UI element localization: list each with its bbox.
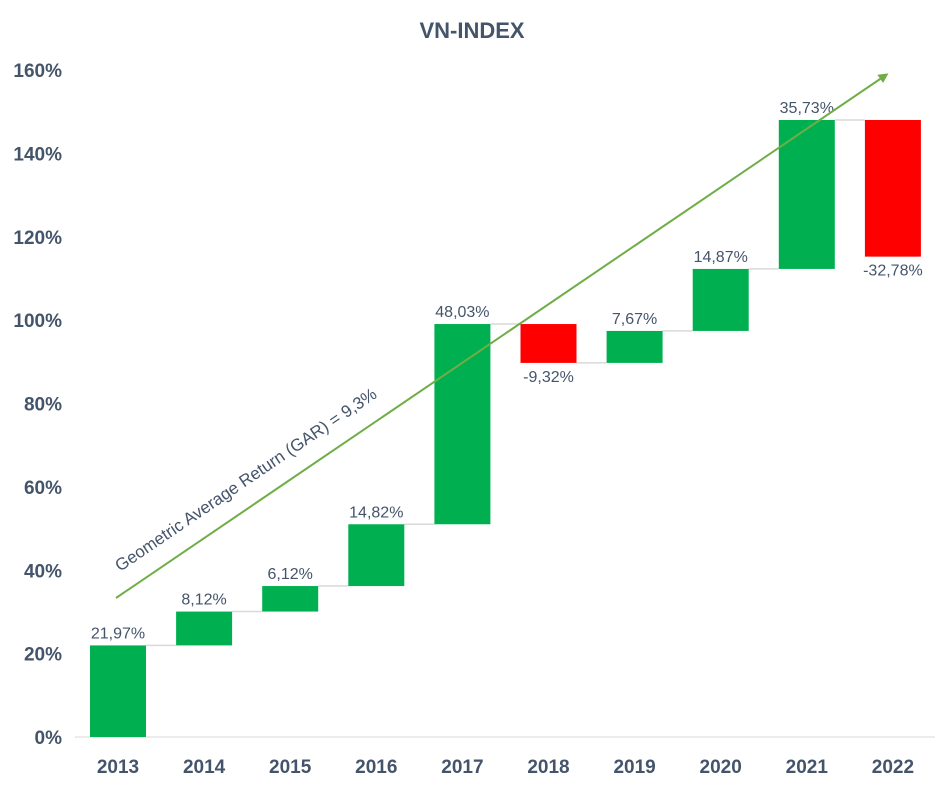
data-label: 8,12% [181,592,226,609]
data-label: -32,78% [863,263,923,280]
x-tick-label: 2016 [355,757,397,778]
waterfall-bar [864,119,921,257]
y-tick-label: 60% [24,478,62,499]
gar-annotation: Geometric Average Return (GAR) = 9,3% [112,384,381,575]
data-labels: 21,97% 8,12% 6,12% 14,82% 48,03% -9,32% 7,67% 1… [91,100,923,642]
data-label: 6,12% [268,566,313,583]
waterfall-bar [520,324,577,363]
x-tick-label: 2018 [527,757,569,778]
x-tick-label: 2019 [613,757,655,778]
y-tick-label: 20% [24,645,62,666]
data-label: 48,03% [435,304,489,321]
chart-title: VN-INDEX [419,18,524,43]
waterfall-bar [778,119,835,269]
data-label: 7,67% [612,311,657,328]
waterfall-bar [692,268,749,331]
data-label: -9,32% [523,369,574,386]
x-tick-label: 2013 [97,757,139,778]
connector-lines [146,119,865,647]
y-tick-label: 160% [13,61,62,82]
waterfall-bar [176,611,233,646]
waterfall-bar [606,330,663,363]
bars [90,119,921,737]
waterfall-bar [434,324,491,525]
data-label: 35,73% [780,100,834,117]
waterfall-bar [90,645,146,737]
y-tick-label: 100% [13,311,62,332]
waterfall-bar [262,586,319,612]
data-label: 14,82% [349,504,403,521]
x-tick-label: 2017 [441,757,483,778]
y-tick-label: 80% [24,395,62,416]
x-tick-label: 2022 [872,757,914,778]
y-tick-label: 140% [13,144,62,165]
x-tick-label: 2014 [183,757,226,778]
data-label: 14,87% [694,249,748,266]
data-label: 21,97% [91,625,145,642]
trend-arrow [115,73,889,599]
x-tick-label: 2015 [269,757,312,778]
y-tick-label: 40% [24,561,62,582]
x-axis: 2013 2014 2015 2016 2017 2018 2019 2020 2021 2022 [97,757,914,778]
x-tick-label: 2020 [700,757,742,778]
x-tick-label: 2021 [786,757,829,778]
y-tick-label: 120% [13,228,62,249]
y-axis: 0% 20% 40% 60% 80% 100% 120% 140% 160% [13,61,62,749]
waterfall-bar [348,524,405,587]
y-tick-label: 0% [35,728,63,749]
